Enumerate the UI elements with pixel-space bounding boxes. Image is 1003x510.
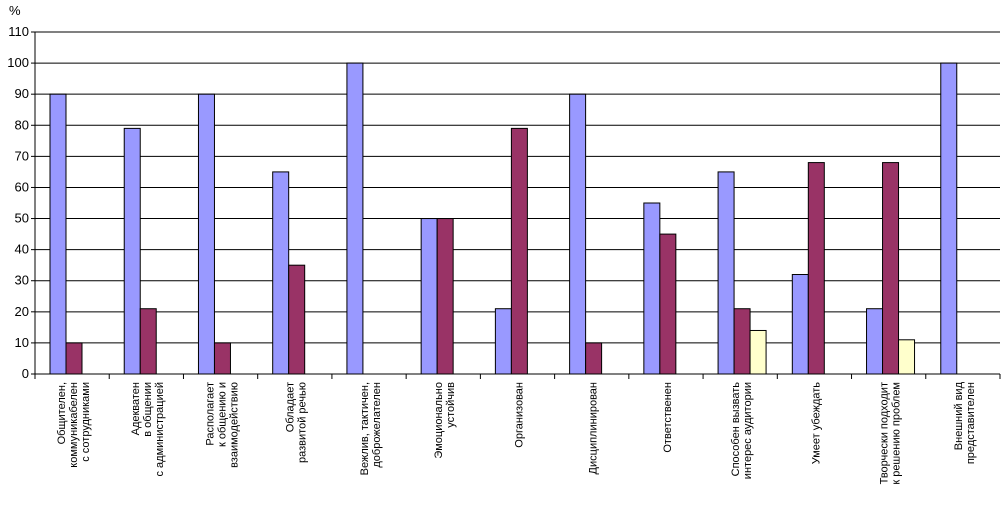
x-category-label: Организован <box>513 382 525 448</box>
bar-series-2 <box>733 308 751 375</box>
x-category-label: Общителен,коммуникабеленс сотрудниками <box>56 382 92 468</box>
bar-series-2 <box>139 308 157 375</box>
bar-series-1 <box>346 62 364 375</box>
bar-series-1 <box>494 308 512 375</box>
x-category-label: Эмоциональноустойчив <box>433 382 457 459</box>
x-category-label-line: Обладает <box>285 382 297 432</box>
bar-series-3 <box>749 329 767 375</box>
y-tick-label: 100 <box>7 55 29 70</box>
y-tick-label: 80 <box>15 117 29 132</box>
x-category-label: Обладаетразвитой речью <box>285 382 309 463</box>
x-category-label-line: представителен <box>965 382 977 464</box>
x-category-label-line: Эмоционально <box>433 382 445 459</box>
y-tick-label: 90 <box>15 86 29 101</box>
x-category-label-line: с сотрудниками <box>80 382 92 462</box>
x-category-label: Вежлив, тактичен,доброжелателен <box>359 382 383 475</box>
bar-series-2 <box>288 264 306 375</box>
bar-series-2 <box>585 342 603 375</box>
y-tick-label: 20 <box>15 304 29 319</box>
bar-series-1 <box>49 93 67 375</box>
x-category-label-line: в общении <box>142 382 154 437</box>
bar-series-1 <box>866 308 884 375</box>
x-category-label: Адекватенв общениис администрацией <box>130 382 166 477</box>
y-axis-unit-label: % <box>9 3 21 18</box>
x-category-label-line: Ответственен <box>662 382 674 453</box>
x-category-label-line: Дисциплинирован <box>588 382 600 474</box>
bar-series-2 <box>65 342 83 375</box>
y-tick-label: 70 <box>15 148 29 163</box>
bar-series-2 <box>807 162 825 375</box>
x-category-label-line: Умеет убеждать <box>810 382 822 465</box>
x-category-label-line: Творчески подходит <box>879 382 891 484</box>
x-category-label-line: коммуникабелен <box>68 382 80 468</box>
x-category-label-line: устойчив <box>445 382 457 428</box>
bar-series-1 <box>717 171 735 375</box>
x-category-label: Способен вызватьинтерес аудитории <box>730 382 754 479</box>
x-category-label: Творчески подходитк решению проблем <box>879 382 903 485</box>
bar-series-1 <box>420 218 438 375</box>
x-category-label-line: Общителен, <box>56 382 68 444</box>
x-category-label-line: Организован <box>513 382 525 448</box>
bar-series-1 <box>791 274 809 375</box>
y-tick-label: 50 <box>15 211 29 226</box>
x-category-label: Внешний видпредставителен <box>953 381 977 464</box>
x-category-label-line: с администрацией <box>154 382 166 477</box>
x-category-label-line: доброжелателен <box>371 382 383 468</box>
bar-series-2 <box>882 162 900 375</box>
x-category-label-line: к решению проблем <box>891 382 903 485</box>
bar-series-2 <box>659 233 677 375</box>
x-category-label-line: к общению и <box>216 382 228 447</box>
bar-series-1 <box>569 93 587 375</box>
bar-series-3 <box>898 339 916 375</box>
y-tick-label: 0 <box>22 366 29 381</box>
bar-series-1 <box>940 62 958 375</box>
bar-series-2 <box>510 127 528 375</box>
x-category-label: Располагаетк общению ивзаимодействию <box>204 382 240 468</box>
x-category-label-line: Располагает <box>204 382 216 446</box>
x-category-label-line: Способен вызвать <box>730 382 742 477</box>
bar-series-1 <box>123 127 141 375</box>
x-category-label: Умеет убеждать <box>810 382 822 465</box>
bar-series-1 <box>643 202 661 375</box>
x-category-label-line: развитой речью <box>297 382 309 463</box>
x-category-label: Дисциплинирован <box>588 382 600 474</box>
y-tick-label: 10 <box>15 335 29 350</box>
x-category-label-line: Вежлив, тактичен, <box>359 382 371 475</box>
bar-series-2 <box>213 342 231 375</box>
bar-series-2 <box>436 218 454 375</box>
x-category-label-line: взаимодействию <box>228 382 240 468</box>
y-tick-label: 40 <box>15 242 29 257</box>
x-category-label-line: Адекватен <box>130 382 142 435</box>
x-category-label-line: Внешний вид <box>953 381 965 450</box>
y-tick-label: 110 <box>8 24 29 39</box>
bar-series-1 <box>197 93 215 375</box>
y-tick-label: 30 <box>15 273 29 288</box>
y-tick-label: 60 <box>15 179 29 194</box>
bar-series-1 <box>272 171 290 375</box>
x-category-label-line: интерес аудитории <box>742 382 754 479</box>
x-category-label: Ответственен <box>662 382 674 453</box>
